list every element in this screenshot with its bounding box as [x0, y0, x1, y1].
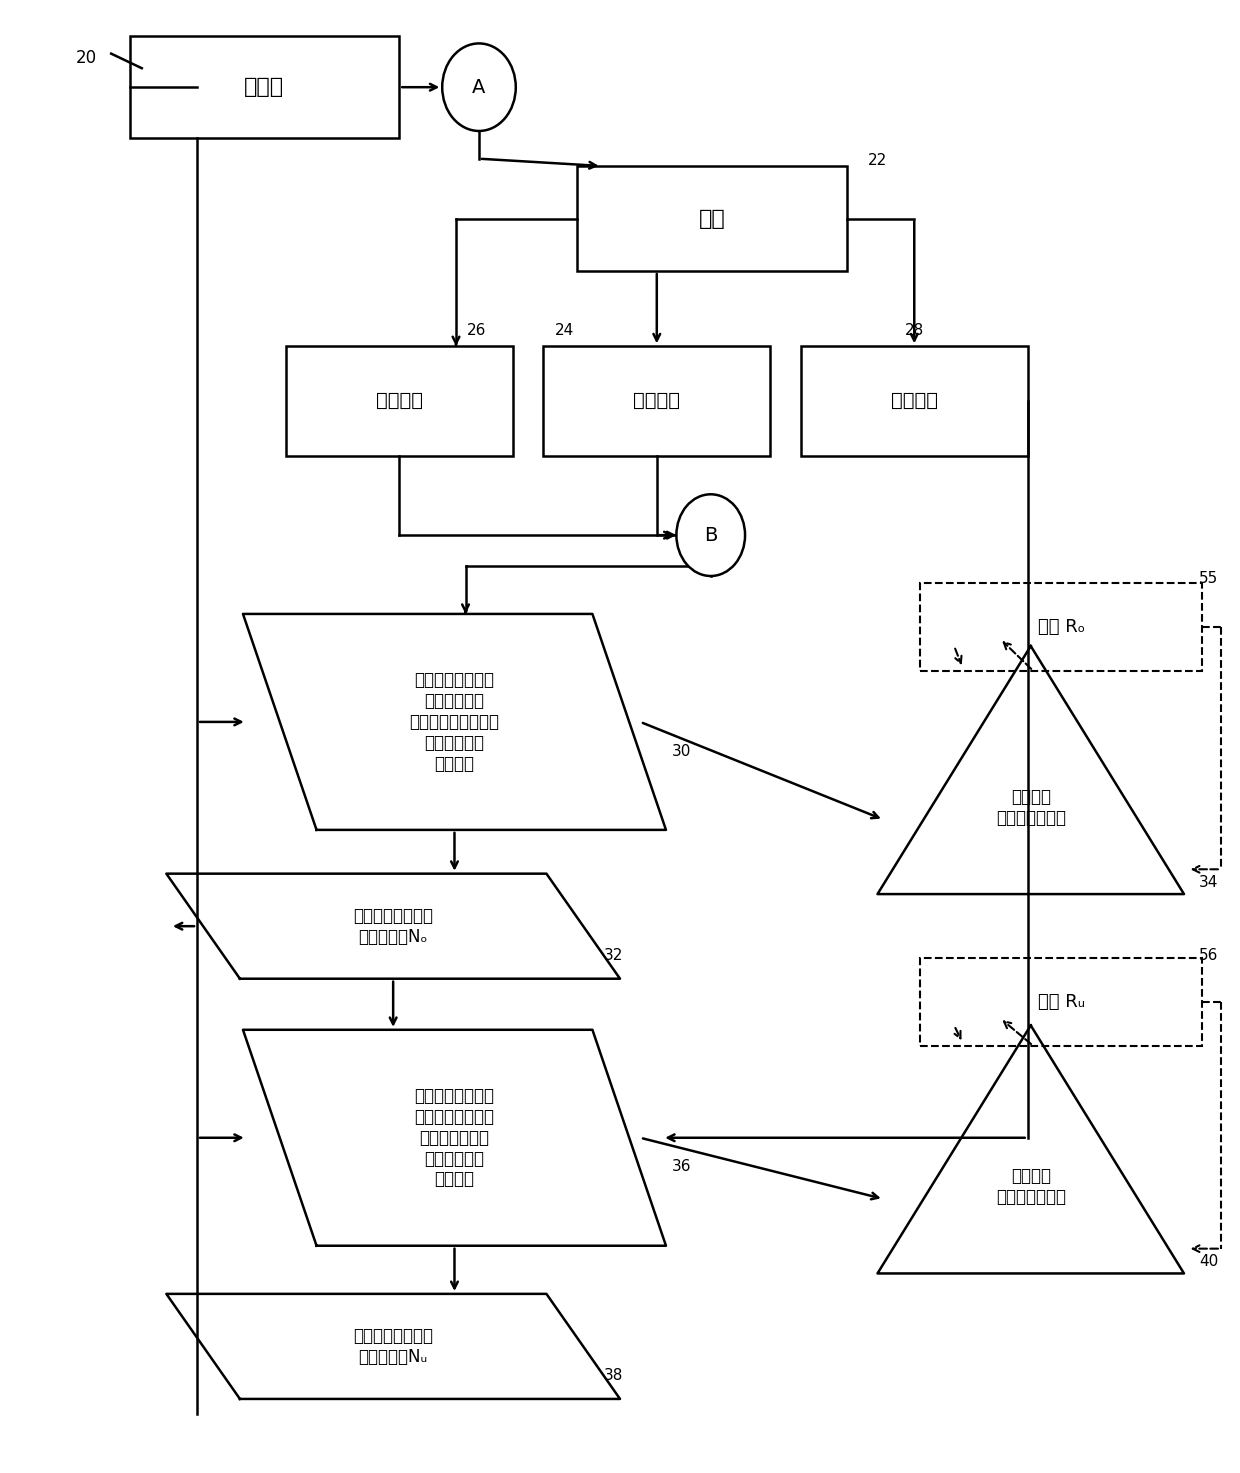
Text: 36: 36 — [672, 1159, 691, 1174]
Text: 震级 Rₒ: 震级 Rₒ — [1038, 619, 1085, 636]
Text: 输入数据－在斜坡
上升注水期间预定
单位时间段期间
所感测的被动
微震事件: 输入数据－在斜坡 上升注水期间预定 单位时间段期间 所感测的被动 微震事件 — [414, 1087, 495, 1189]
Text: 传感器: 传感器 — [244, 77, 284, 97]
Text: 30: 30 — [672, 744, 691, 759]
Text: 震级 Rᵤ: 震级 Rᵤ — [1038, 993, 1085, 1010]
Text: 注水: 注水 — [698, 209, 725, 228]
Text: 斜坡下降: 斜坡下降 — [376, 392, 423, 411]
Text: 28: 28 — [905, 324, 924, 339]
Bar — [543, 346, 770, 455]
Text: 输入数据－在斜坡
下降注水期间
预定单位时间段期间
所感测的被动
微震事件: 输入数据－在斜坡 下降注水期间 预定单位时间段期间 所感测的被动 微震事件 — [409, 672, 500, 772]
Text: 映象感测
的被动微震事件: 映象感测 的被动微震事件 — [996, 788, 1065, 826]
Text: 26: 26 — [466, 324, 486, 339]
Text: 斜坡上升: 斜坡上升 — [890, 392, 937, 411]
Text: 22: 22 — [868, 153, 887, 168]
Bar — [286, 346, 512, 455]
Text: 24: 24 — [556, 324, 574, 339]
Text: 56: 56 — [1199, 947, 1218, 963]
Text: A: A — [472, 78, 486, 97]
Bar — [577, 166, 847, 271]
Polygon shape — [166, 873, 620, 978]
Polygon shape — [878, 1025, 1184, 1274]
Circle shape — [443, 43, 516, 131]
Bar — [129, 37, 399, 138]
Text: 34: 34 — [1199, 875, 1218, 890]
Polygon shape — [243, 1030, 666, 1246]
Text: 每预定单位时间段
的事件数量Nᵤ: 每预定单位时间段 的事件数量Nᵤ — [353, 1327, 433, 1365]
Text: 映象感测
的被动微震事件: 映象感测 的被动微震事件 — [996, 1167, 1065, 1206]
Bar — [920, 583, 1203, 670]
Text: 40: 40 — [1199, 1255, 1218, 1270]
Bar — [801, 346, 1028, 455]
Bar — [920, 959, 1203, 1046]
Text: 20: 20 — [76, 49, 97, 66]
Polygon shape — [243, 614, 666, 829]
Text: 每预定单位时间段
的事件数量Nₒ: 每预定单位时间段 的事件数量Nₒ — [353, 907, 433, 946]
Text: 38: 38 — [604, 1368, 624, 1383]
Polygon shape — [878, 647, 1184, 894]
Polygon shape — [166, 1293, 620, 1399]
Text: 32: 32 — [604, 947, 624, 963]
Text: 正常操作: 正常操作 — [634, 392, 681, 411]
Text: 55: 55 — [1199, 572, 1218, 586]
Circle shape — [676, 495, 745, 576]
Text: B: B — [704, 526, 718, 545]
